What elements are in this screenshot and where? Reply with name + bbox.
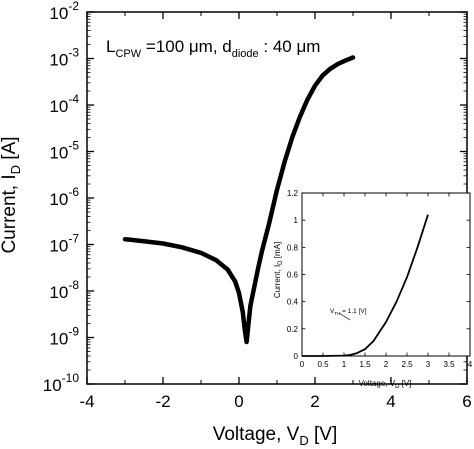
inset-x-tick-label: 3 <box>426 360 431 369</box>
main-y-tick-label: 10-10 <box>43 371 80 395</box>
main-y-tick-label: 10-8 <box>49 278 79 302</box>
main-series-line <box>122 55 356 345</box>
main-x-tick-label: -4 <box>79 392 94 411</box>
inset-y-tick-label: 1 <box>294 216 299 225</box>
inset-series-line <box>302 214 429 357</box>
main-annotation: LCPW =100 μm, ddiode : 40 μm <box>106 37 320 60</box>
inset-y-tick-label: 0.4 <box>287 298 299 307</box>
inset-x-tick-label: 2.5 <box>401 360 413 369</box>
inset-x-tick-label: 0.5 <box>317 360 329 369</box>
main-y-tick-label: 10-7 <box>49 232 79 256</box>
inset-y-tick-label: 0.6 <box>287 271 299 280</box>
inset-annotation-leader <box>338 312 351 321</box>
inset-x-tick-label: 2 <box>384 360 389 369</box>
main-x-tick-label: 2 <box>310 392 319 411</box>
main-y-tick-label: 10-5 <box>49 139 79 163</box>
inset-series <box>302 214 429 357</box>
inset-y-tick-label: 0 <box>294 352 299 361</box>
inset-x-axis-title: Voltage, VD [V] <box>359 379 412 390</box>
main-y-tick-label: 10-3 <box>49 46 79 70</box>
main-x-tick-label: 0 <box>234 392 243 411</box>
main-y-tick-labels: 10-10 10-9 10-8 10-7 10-6 10-5 10-4 10-3 10-2 <box>43 0 80 395</box>
main-y-tick-label: 10-2 <box>49 0 79 23</box>
inset-y-tick-label: 0.8 <box>287 243 299 252</box>
inset-y-tick-label: 1.2 <box>287 189 299 198</box>
inset-threshold-annotation: VTH = 1.1 [V] <box>330 308 367 316</box>
inset-y-axis-title: Current, ID [mA] <box>273 242 284 298</box>
main-x-tick-label: 4 <box>386 392 395 411</box>
main-y-tick-label: 10-6 <box>49 185 79 209</box>
inset-y-tick-label: 0.2 <box>287 325 299 334</box>
main-x-axis-title: Voltage, VD [V] <box>213 424 338 448</box>
inset-ticks <box>301 192 471 357</box>
main-y-axis-title: Current, ID [A] <box>0 136 23 253</box>
inset-x-tick-label: 4 <box>468 360 473 369</box>
main-y-tick-label: 10-9 <box>49 325 79 349</box>
main-x-tick-labels: -4 -2 0 2 4 6 <box>79 392 471 411</box>
inset-x-tick-labels: 0 0.5 1 1.5 2 2.5 3 3.5 4 <box>300 360 473 369</box>
inset-chart: 0 0.5 1 1.5 2 2.5 3 3.5 4 0 0.2 0.4 0.6 0.8 1 1.2 Volt… <box>273 189 473 390</box>
main-x-tick-label: 6 <box>462 392 471 411</box>
inset-plot-frame <box>301 192 471 357</box>
inset-x-tick-label: 3.5 <box>443 360 455 369</box>
main-series <box>122 55 356 345</box>
inset-x-tick-label: 1 <box>342 360 347 369</box>
inset-y-tick-labels: 0 0.2 0.4 0.6 0.8 1 1.2 <box>287 189 299 361</box>
inset-x-tick-label: 1.5 <box>359 360 371 369</box>
inset-x-tick-label: 0 <box>300 360 305 369</box>
main-y-tick-label: 10-4 <box>49 92 79 116</box>
main-ticks <box>86 11 468 385</box>
main-x-tick-label: -2 <box>155 392 170 411</box>
